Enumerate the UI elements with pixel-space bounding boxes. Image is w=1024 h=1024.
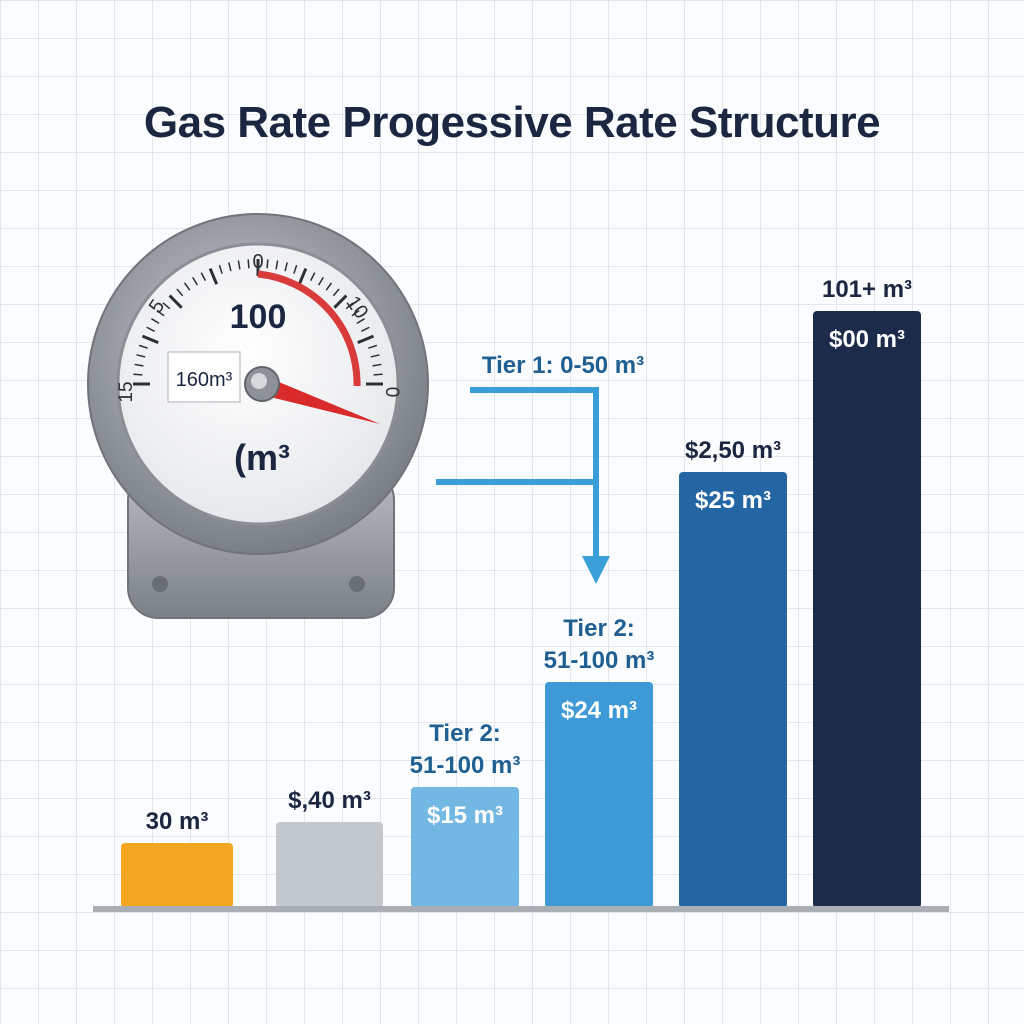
bar-category-label: Tier 2: xyxy=(563,615,635,642)
gauge-reading: 100 xyxy=(230,298,287,336)
bar xyxy=(545,682,653,908)
gauge-tick xyxy=(156,309,165,317)
gauge-tick xyxy=(141,334,159,345)
arrow-line-top xyxy=(470,387,599,565)
bar-category-label: Tier 2: xyxy=(429,720,501,747)
annotation-label: Tier 1: 0-50 m³ xyxy=(482,352,644,379)
gauge-tick-label: 15 xyxy=(116,381,137,402)
gauge-tick-label: 0 xyxy=(252,251,263,273)
bar-value-label: $24 m³ xyxy=(561,697,637,724)
gauge-tick xyxy=(192,277,199,286)
chart-title: Gas Rate Progessive Rate Structure xyxy=(143,98,881,147)
bar-category-label: 30 m³ xyxy=(146,808,209,835)
gauge-tick xyxy=(151,318,160,325)
gauge-display-box xyxy=(167,351,241,403)
gauge-tick xyxy=(266,259,269,269)
gauge-tick xyxy=(208,267,219,285)
bar-category-label: $,40 m³ xyxy=(288,787,371,814)
gauge-tick xyxy=(297,267,308,285)
gauge-tick xyxy=(134,363,144,367)
gauge-tick xyxy=(373,373,383,376)
gauge-tick xyxy=(200,272,207,281)
gauge-tick xyxy=(372,363,382,367)
tier-arrow: Tier 1: 0-50 m³ xyxy=(436,352,644,584)
bar-value-label: $00 m³ xyxy=(829,326,905,353)
gauge-tick xyxy=(138,344,148,349)
bar xyxy=(411,787,519,908)
meter-bolt-right xyxy=(349,576,365,592)
meter-bolt-left xyxy=(152,576,168,592)
bar-category-label: 101+ m³ xyxy=(822,276,912,303)
gauge-tick xyxy=(183,282,191,291)
gauge-tick xyxy=(309,272,316,281)
gauge-ticks xyxy=(133,259,383,386)
gauge-tick xyxy=(325,282,333,291)
gauge-tick-label: 0 xyxy=(381,387,402,398)
gauge-tick xyxy=(317,277,324,286)
gauge-tick xyxy=(370,354,380,358)
gauge-tick xyxy=(247,259,250,269)
gauge-unit: (m³ xyxy=(234,437,290,478)
gauge-tick xyxy=(218,264,223,274)
gauge-tick xyxy=(146,326,155,333)
gauge-needle xyxy=(258,375,380,424)
arrow-head xyxy=(582,556,610,584)
bar xyxy=(813,311,921,908)
gauge-tick xyxy=(237,260,241,270)
gauge-tick xyxy=(228,262,232,272)
gauge-tick xyxy=(162,302,171,310)
gas-meter-icon: 0 5 10 15 0 100 160m³ (m³ xyxy=(87,213,429,619)
gauge-red-arc xyxy=(257,270,361,387)
gauge-tick xyxy=(357,334,375,345)
gauge-tick xyxy=(332,288,340,297)
bar-category-label: $2,50 m³ xyxy=(685,437,781,464)
bar-category-label: 51-100 m³ xyxy=(544,647,655,674)
bar-group: 30 m³ $,40 m³ $15 m³ Tier 2: 51-100 m³ $24 m³… xyxy=(121,276,921,908)
bar xyxy=(121,843,233,908)
bar-value-label: $15 m³ xyxy=(427,802,503,829)
gauge-tick xyxy=(136,354,146,358)
gauge-tick xyxy=(275,260,279,270)
gauge-tick xyxy=(293,264,298,274)
bar-category-label: 51-100 m³ xyxy=(410,752,521,779)
gauge-tick xyxy=(345,302,354,310)
gauge-hub-cap xyxy=(251,373,267,389)
gauge-tick xyxy=(284,262,288,272)
bar-value-label: $25 m³ xyxy=(695,487,771,514)
gauge-tick xyxy=(176,288,184,297)
gauge-display: 160m³ xyxy=(176,369,233,391)
bar xyxy=(679,472,787,908)
gauge-tick xyxy=(368,344,378,349)
gauge-tick xyxy=(356,318,365,325)
gauge-tick xyxy=(133,373,143,376)
bar xyxy=(276,822,383,908)
gauge-tick xyxy=(351,309,360,317)
x-axis-baseline xyxy=(93,906,949,912)
gauge-tick xyxy=(168,294,183,309)
gauge-tick xyxy=(333,294,348,309)
gauge-tick xyxy=(361,326,370,333)
